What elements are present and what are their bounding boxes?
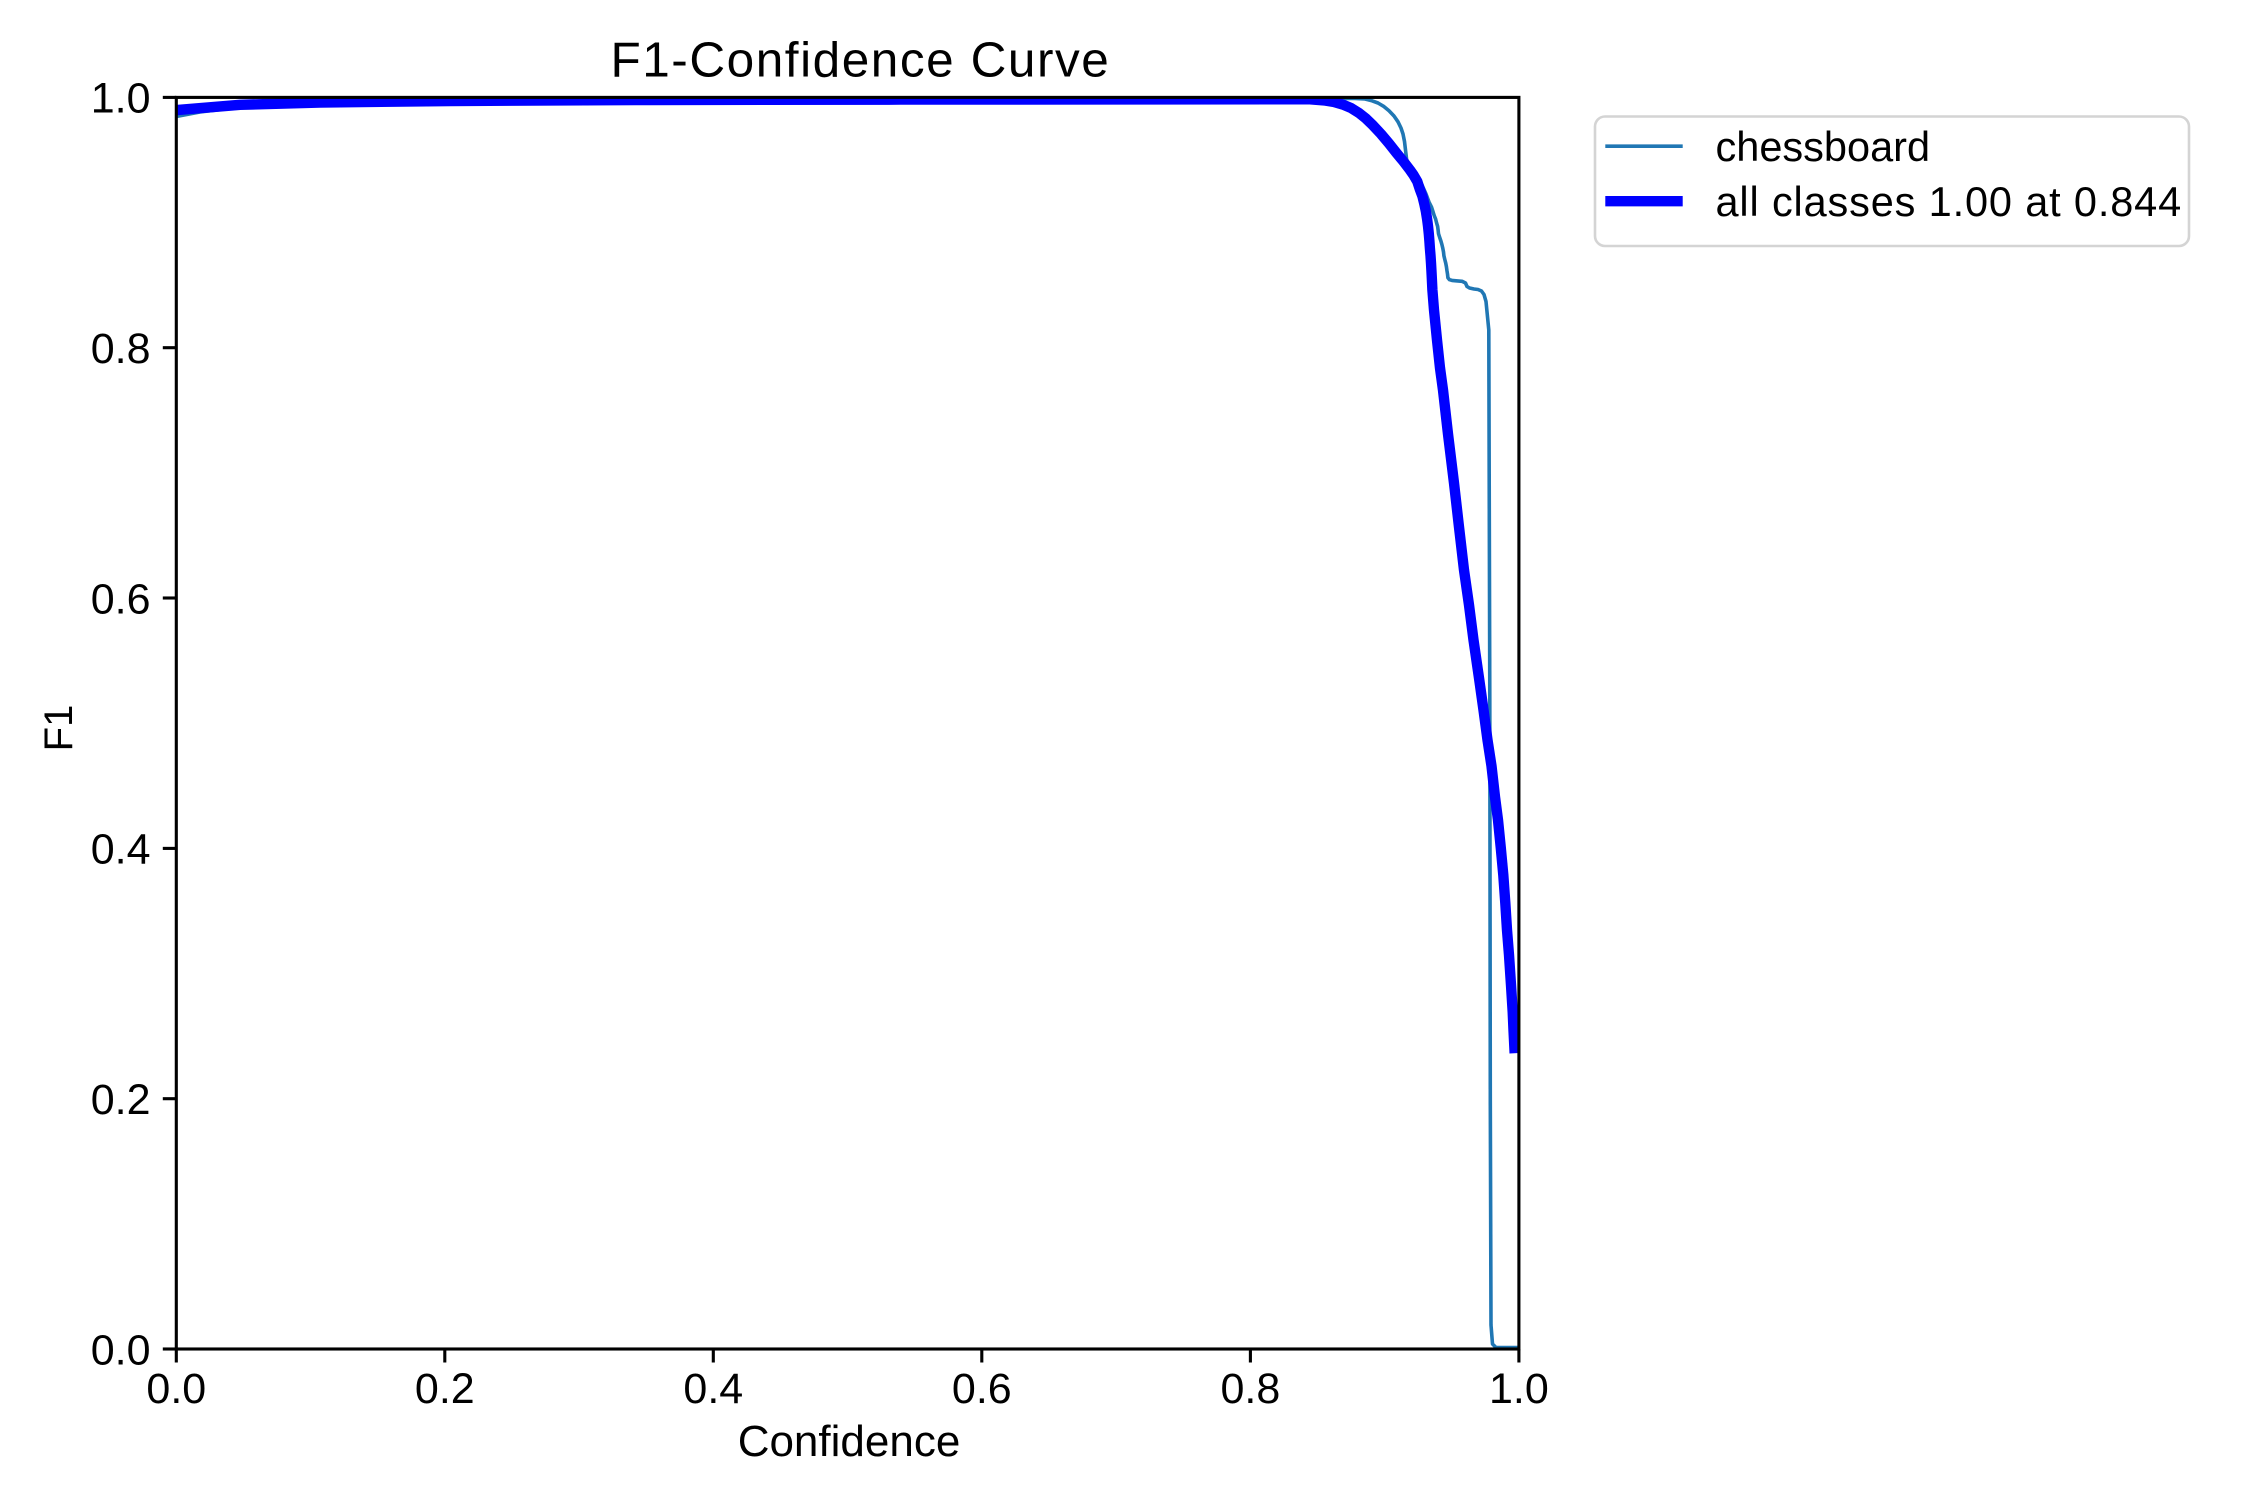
svg-text:chessboard: chessboard	[1716, 123, 1931, 170]
svg-text:0.2: 0.2	[91, 1076, 151, 1124]
svg-text:F1-Confidence Curve: F1-Confidence Curve	[610, 33, 1110, 88]
svg-text:all classes 1.00 at 0.844: all classes 1.00 at 0.844	[1716, 178, 2183, 225]
svg-text:0.6: 0.6	[952, 1365, 1012, 1413]
svg-text:0.0: 0.0	[91, 1326, 151, 1374]
svg-text:0.0: 0.0	[146, 1365, 206, 1413]
svg-text:0.4: 0.4	[683, 1365, 743, 1413]
svg-text:1.0: 1.0	[1489, 1365, 1549, 1413]
svg-text:F1: F1	[37, 705, 81, 752]
svg-text:0.8: 0.8	[91, 325, 151, 373]
svg-text:0.8: 0.8	[1221, 1365, 1281, 1413]
svg-text:Confidence: Confidence	[738, 1417, 961, 1466]
svg-text:0.2: 0.2	[415, 1365, 475, 1413]
svg-text:0.6: 0.6	[91, 575, 151, 623]
svg-text:1.0: 1.0	[91, 75, 151, 123]
svg-text:0.4: 0.4	[91, 826, 151, 874]
